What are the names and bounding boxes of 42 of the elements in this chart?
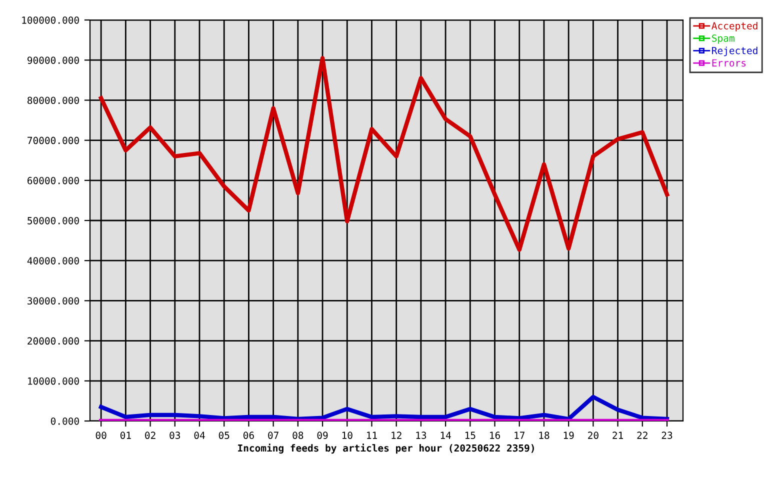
y-tick-label: 90000.000	[28, 56, 79, 64]
y-tick-label: 0.000	[50, 418, 79, 425]
x-tick-label: 19	[564, 432, 574, 439]
x-tick-label: 13	[416, 432, 426, 439]
y-tick-label: 30000.000	[28, 297, 79, 305]
y-tick-label: 100000.000	[22, 16, 79, 24]
y-tick-label: 80000.000	[28, 96, 79, 104]
x-tick-label: 12	[392, 432, 402, 439]
x-tick-label: 15	[465, 432, 476, 439]
line-series	[98, 56, 670, 252]
x-tick-label: 04	[194, 432, 205, 439]
x-tick-label: 08	[292, 432, 304, 439]
x-tick-label: 14	[440, 432, 451, 439]
legend-label: Accepted	[712, 22, 758, 32]
x-tick-label: 00	[96, 432, 106, 439]
x-tick-label: 06	[243, 432, 254, 439]
x-tick-label: 11	[367, 432, 377, 439]
legend-label: Rejected	[712, 46, 758, 56]
x-tick-label: 23	[662, 432, 672, 439]
x-tick-label: 03	[170, 432, 180, 439]
x-tick-label: 22	[637, 432, 648, 439]
y-tick-label: 20000.000	[28, 337, 79, 345]
y-tick-label: 60000.000	[28, 176, 79, 184]
x-tick-label: 18	[539, 432, 550, 439]
legend-label: Spam	[712, 34, 734, 44]
y-tick-label: 50000.000	[28, 217, 79, 224]
x-tick-label: 02	[145, 432, 156, 439]
y-tick-label: 70000.000	[28, 136, 79, 144]
x-tick-label: 07	[268, 432, 278, 439]
x-tick-label: 10	[342, 432, 352, 439]
legend-label: Errors	[712, 59, 746, 67]
x-axis-title: Incoming feeds by articles per hour (20250622 2359)	[238, 444, 534, 454]
y-tick-label: 40000.000	[27, 257, 79, 264]
x-tick-label: 17	[514, 432, 524, 439]
x-tick-label: 01	[120, 432, 131, 439]
x-tick-label: 16	[490, 432, 500, 439]
x-tick-label: 05	[218, 432, 230, 439]
x-tick-label: 21	[612, 432, 623, 439]
x-tick-label: 20	[588, 432, 598, 439]
x-tick-label: 09	[317, 432, 328, 439]
line-series	[98, 394, 670, 421]
y-tick-label: 10000.000	[28, 377, 79, 385]
